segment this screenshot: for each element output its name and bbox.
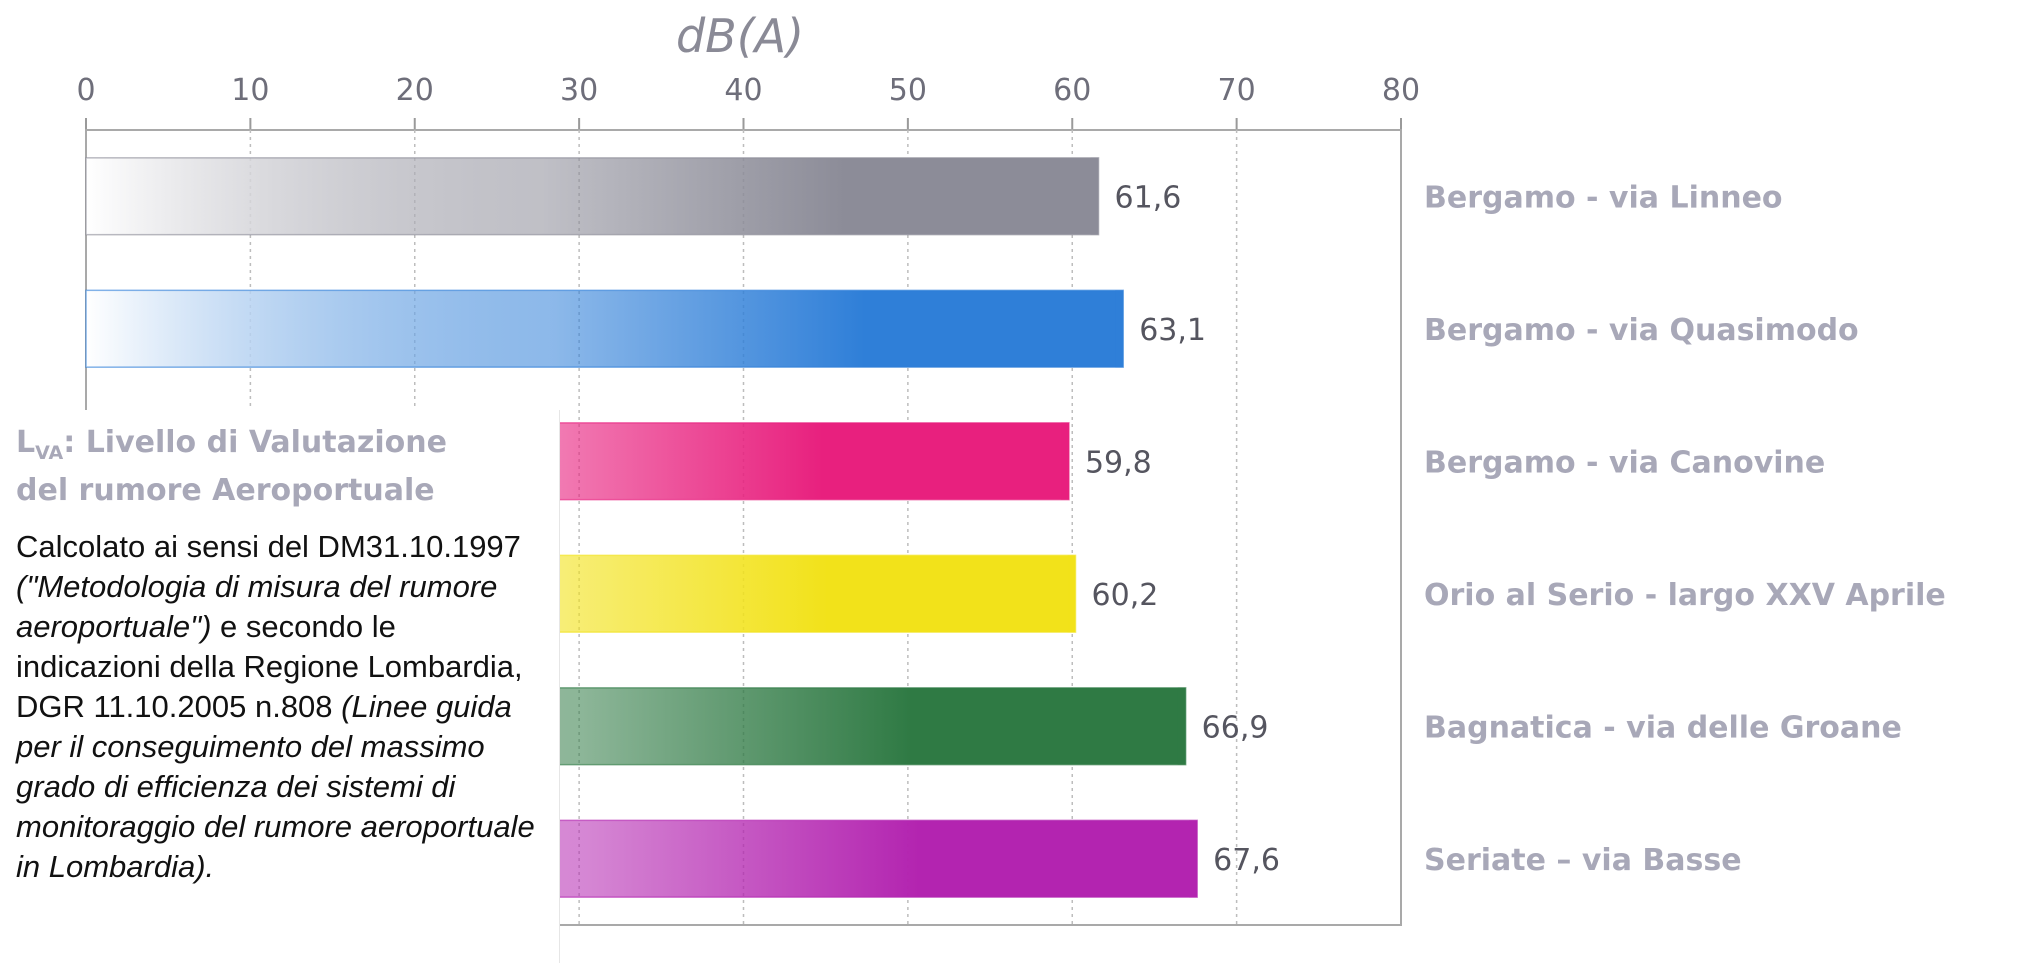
value-label: 61,6: [1115, 180, 1182, 215]
info-text-4: (Linee guida per il conseguimento del ma…: [16, 689, 535, 884]
bars: [85, 157, 1198, 898]
category-label: Bergamo - via Canovine: [1424, 445, 1825, 480]
category-label: Orio al Serio - largo XXV Aprile: [1424, 578, 1946, 613]
info-title-line2: del rumore Aeroportuale: [16, 473, 435, 508]
bar-end-cap: [1090, 157, 1099, 235]
info-box: LVA: Livello di Valutazione del rumore Ae…: [0, 410, 560, 963]
info-title: LVA: Livello di Valutazione del rumore Ae…: [16, 424, 549, 509]
bar-end-cap: [1060, 422, 1069, 500]
x-tick-label: 40: [724, 73, 762, 108]
info-body: Calcolato ai sensi del DM31.10.1997 ("Me…: [16, 527, 549, 887]
value-label: 63,1: [1139, 313, 1206, 348]
bar-end-cap: [1189, 820, 1198, 898]
category-label: Bagnatica - via delle Groane: [1424, 710, 1902, 745]
x-axis-ticks: 0 10 20 30 40 50 60 70 80: [76, 73, 1420, 130]
x-tick-label: 50: [889, 73, 927, 108]
value-label: 60,2: [1092, 578, 1159, 613]
category-label: Bergamo - via Quasimodo: [1424, 313, 1859, 348]
info-title-prefix: L: [16, 425, 36, 460]
bar-end-cap: [1067, 555, 1076, 633]
x-tick-label: 60: [1053, 73, 1091, 108]
category-label: Seriate – via Basse: [1424, 843, 1742, 878]
x-tick-label: 30: [560, 73, 598, 108]
bar-end-cap: [1177, 687, 1186, 765]
x-tick-label: 70: [1218, 73, 1256, 108]
value-label: 66,9: [1202, 710, 1269, 745]
unit-label: dB(A): [676, 9, 804, 63]
value-label: 67,6: [1213, 843, 1280, 878]
category-label: Bergamo - via Linneo: [1424, 180, 1783, 215]
x-tick-label: 10: [231, 73, 269, 108]
info-text-1: Calcolato ai sensi del DM31.10.1997: [16, 529, 521, 564]
info-text-3: e secondo le indicazioni della Regione L…: [16, 609, 523, 724]
info-title-line1: : Livello di Valutazione: [63, 425, 447, 460]
bar: [85, 289, 1124, 368]
bar-end-cap: [1115, 290, 1124, 368]
x-tick-label: 20: [396, 73, 434, 108]
x-tick-label: 0: [76, 73, 95, 108]
bar: [85, 157, 1100, 236]
x-tick-label: 80: [1382, 73, 1420, 108]
value-label: 59,8: [1085, 445, 1152, 480]
info-title-subscript: VA: [35, 442, 64, 464]
info-text-2: ("Metodologia di misura del rumore aerop…: [16, 569, 498, 644]
category-labels: Bergamo - via Linneo Bergamo - via Quasim…: [1424, 180, 1946, 878]
value-labels: 61,6 63,1 59,8 60,2 66,9 67,6: [1085, 180, 1280, 878]
